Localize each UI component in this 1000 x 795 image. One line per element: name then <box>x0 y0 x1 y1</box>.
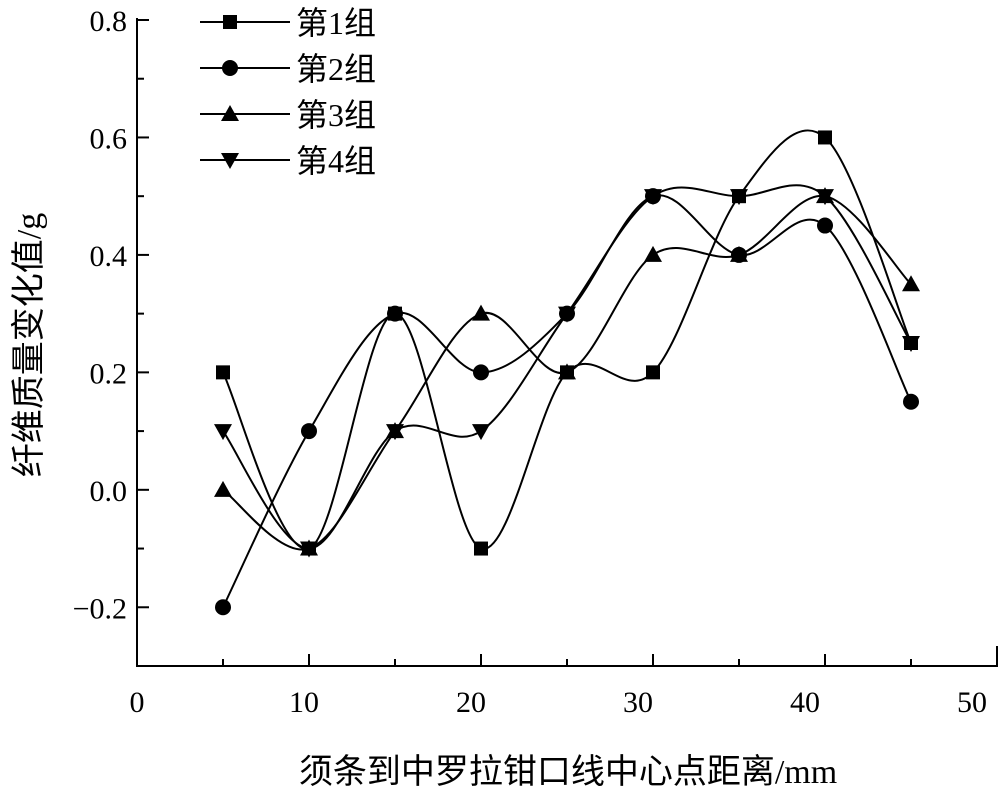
data-point-triangle-up <box>730 245 748 262</box>
data-point-square <box>818 130 832 145</box>
legend-marker-triangle-down <box>221 153 239 169</box>
x-axis-label: 须条到中罗拉钳口线中心点距离/mm <box>299 753 837 791</box>
legend-item: 第2组 <box>200 51 376 87</box>
data-point-circle <box>387 305 403 322</box>
legend-label: 第2组 <box>296 51 376 87</box>
y-tick-label: 0.6 <box>90 122 128 155</box>
data-point-triangle-down <box>558 306 576 323</box>
x-tick-label: 0 <box>130 686 145 719</box>
data-point-circle <box>903 393 919 410</box>
legend-item: 第3组 <box>200 97 376 133</box>
y-tick-label: 0.4 <box>90 240 128 273</box>
legend-item: 第1组 <box>200 5 376 41</box>
data-point-triangle-down <box>386 424 404 441</box>
y-tick-label: 0.2 <box>90 357 128 390</box>
data-point-circle <box>215 599 231 616</box>
data-point-square <box>216 365 230 380</box>
data-point-triangle-down <box>816 189 834 206</box>
legend-label: 第3组 <box>296 97 376 133</box>
data-point-triangle-down <box>472 424 490 441</box>
x-tick-label: 20 <box>456 686 486 719</box>
data-point-triangle-down <box>730 189 748 206</box>
data-point-circle <box>817 217 833 234</box>
legend-marker-circle <box>222 60 238 76</box>
y-axis-label: 纤维质量变化值/g <box>10 213 48 477</box>
legend-marker-square <box>223 15 237 29</box>
data-point-triangle-up <box>644 245 662 262</box>
data-point-square <box>646 365 660 380</box>
y-tick-label: −0.2 <box>73 592 127 625</box>
data-point-square <box>474 541 488 556</box>
legend-item: 第4组 <box>200 143 376 179</box>
x-tick-label: 30 <box>623 686 653 719</box>
data-point-triangle-down <box>214 424 232 441</box>
data-point-triangle-up <box>558 363 576 380</box>
series-4 <box>214 184 920 558</box>
data-point-triangle-down <box>644 189 662 206</box>
series-3 <box>214 187 920 556</box>
data-point-triangle-up <box>214 480 232 497</box>
legend-label: 第1组 <box>296 5 376 41</box>
series-1 <box>216 129 918 556</box>
y-tick-label: 0.8 <box>90 5 128 38</box>
data-point-triangle-up <box>472 304 490 321</box>
series-line <box>222 129 912 550</box>
legend-label: 第4组 <box>296 143 376 179</box>
axis-lines <box>136 18 998 667</box>
x-tick-label: 10 <box>289 686 319 719</box>
data-point-triangle-down <box>300 541 318 558</box>
x-tick-label: 40 <box>790 686 820 719</box>
data-point-circle <box>473 364 489 381</box>
x-tick-label: 50 <box>957 686 987 719</box>
axes: 0 10 20 30 40 50 0.8 0.6 0.4 0.2 0.0 −0.2 <box>73 5 998 719</box>
series-group <box>214 129 920 616</box>
legend-marker-triangle-up <box>221 105 239 121</box>
data-point-triangle-up <box>902 275 920 292</box>
y-tick-label: 0.0 <box>90 475 128 508</box>
series-line <box>222 194 912 608</box>
series-2 <box>215 188 919 616</box>
data-point-circle <box>301 423 317 440</box>
data-point-triangle-down <box>902 336 920 352</box>
